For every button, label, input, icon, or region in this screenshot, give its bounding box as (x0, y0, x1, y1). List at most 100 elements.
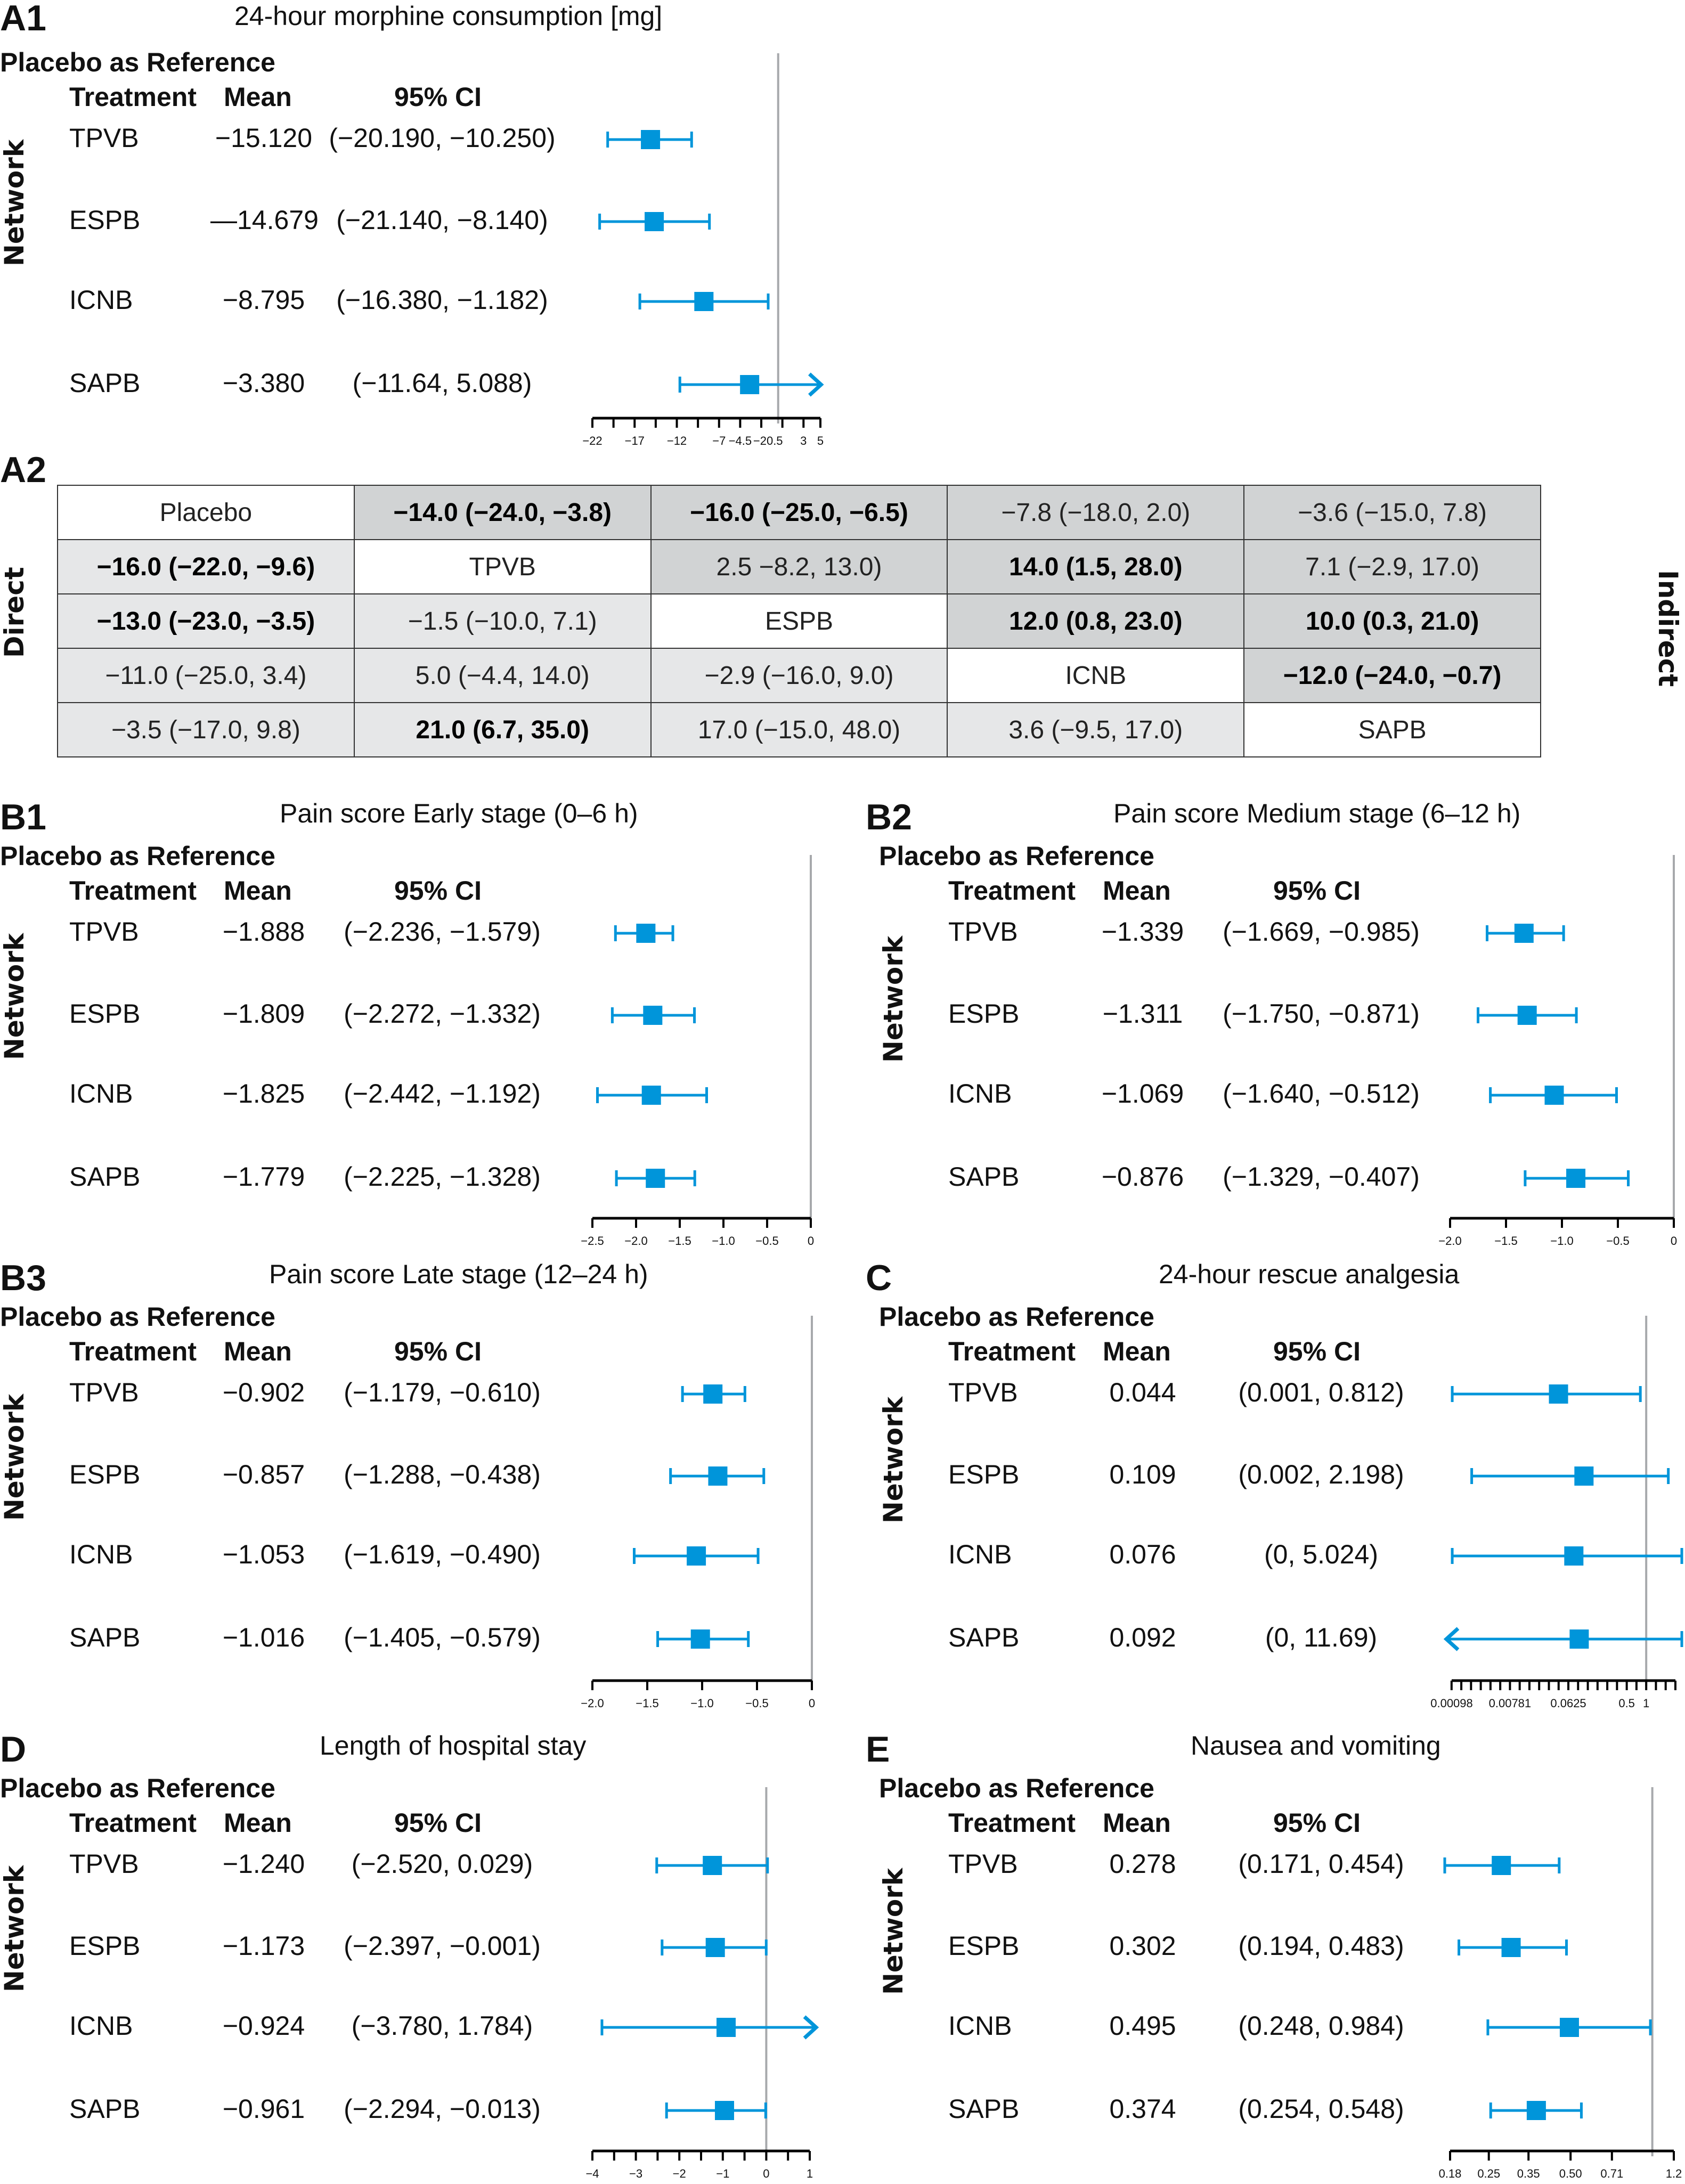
x-tick-label: −17 (625, 434, 645, 447)
forest-row-marker (632, 1546, 760, 1566)
point-estimate-marker (1544, 1086, 1564, 1105)
mean-value: −1.779 (222, 1162, 305, 1192)
panel-letter: B2 (866, 797, 912, 837)
treatment-name: ESPB (948, 1460, 1020, 1489)
ci-value: (−11.64, 5.088) (352, 368, 532, 398)
ci-value: (0.254, 0.548) (1238, 2094, 1404, 2124)
x-tick-label: −1.0 (1550, 1234, 1573, 1248)
mean-value: −1.311 (1102, 999, 1183, 1029)
mean-value: −0.924 (222, 2011, 305, 2041)
ci-value: (0.171, 0.454) (1238, 1849, 1404, 1879)
indirect-estimate-cell: −16.0 (−25.0, −6.5) (650, 485, 948, 540)
ci-value: (−1.179, −0.610) (344, 1378, 541, 1407)
point-estimate-marker (636, 924, 656, 943)
forest-plot: −2.0 −1.5 −1.0 −0.5 0 (1438, 855, 1677, 1248)
forest-row-marker (1489, 2101, 1583, 2120)
treatment-name-cell: TPVB (353, 539, 652, 594)
treatment-name: ICNB (69, 2011, 133, 2041)
treatment-name: ESPB (69, 999, 141, 1029)
chart-title: Pain score Early stage (0–6 h) (280, 798, 638, 828)
point-estimate-marker (1569, 1629, 1589, 1649)
forest-plot: −2.5 −2.0 −1.5 −1.0 −0.5 0 (581, 855, 814, 1248)
mean-value: 0.092 (1109, 1623, 1176, 1652)
column-header-ci: 95% CI (394, 876, 482, 906)
league-table: Placebo −14.0 (−24.0, −3.8) −16.0 (−25.0, … (57, 485, 1541, 757)
chart-title: 24-hour rescue analgesia (1159, 1259, 1460, 1289)
x-tick-label: −2.0 (624, 1234, 647, 1248)
reference-label: Placebo as Reference (0, 47, 275, 77)
panel-letter: A1 (0, 0, 46, 38)
point-estimate-marker (703, 1856, 722, 1875)
treatment-name: TPVB (948, 1378, 1018, 1407)
ci-value: (−1.669, −0.985) (1223, 917, 1420, 947)
mean-value: —14.679 (210, 205, 319, 235)
treatment-name: TPVB (69, 123, 139, 153)
forest-row-marker (681, 1384, 746, 1404)
arrow-right-icon (803, 2015, 819, 2040)
point-estimate-marker (705, 1938, 725, 1957)
ci-value: (0, 5.024) (1264, 1539, 1378, 1569)
treatment-name-cell: ICNB (947, 648, 1245, 703)
forest-row-marker (606, 130, 693, 149)
mean-value: −1.053 (222, 1539, 305, 1569)
mean-value: −0.961 (222, 2094, 305, 2124)
treatment-name: SAPB (948, 1162, 1020, 1192)
point-estimate-marker (717, 2018, 736, 2037)
direct-estimate-cell: 3.6 (−9.5, 17.0) (947, 702, 1245, 757)
column-header-treatment: Treatment (69, 876, 197, 906)
forest-row-marker (678, 372, 824, 397)
point-estimate-marker (1559, 2018, 1579, 2037)
indirect-estimate-cell: −12.0 (−24.0, −0.7) (1243, 648, 1541, 703)
forest-row-marker (669, 1466, 766, 1486)
ci-value: (−1.405, −0.579) (344, 1623, 541, 1652)
mean-value: −1.240 (222, 1849, 305, 1879)
x-tick-label: 1.2 (1666, 2167, 1682, 2180)
x-tick-label: 1 (1643, 1697, 1649, 1710)
treatment-name: SAPB (69, 1623, 141, 1652)
x-tick-label: 0 (809, 1697, 815, 1710)
mean-value: −1.809 (222, 999, 305, 1029)
ci-value: (−2.520, 0.029) (351, 1849, 533, 1879)
treatment-name: TPVB (69, 1849, 139, 1879)
point-estimate-marker (687, 1546, 706, 1566)
arrow-left-icon (1443, 1627, 1460, 1651)
column-header-mean: Mean (1103, 1337, 1171, 1366)
x-tick-label: −4.5 (729, 434, 752, 447)
x-tick-label: 0.50 (1559, 2167, 1582, 2180)
mean-value: −1.069 (1101, 1079, 1184, 1109)
chart-title: 24-hour morphine consumption [mg] (234, 1, 663, 31)
forest-row-marker (615, 1169, 696, 1188)
ci-value: (−2.442, −1.192) (344, 1079, 541, 1109)
mean-value: −0.876 (1101, 1162, 1184, 1192)
x-tick-label: −7 (712, 434, 726, 447)
treatment-name: SAPB (948, 2094, 1020, 2124)
panel-letter: C (866, 1258, 892, 1298)
forest-row-marker (638, 292, 770, 311)
x-tick-label: 3 (800, 434, 807, 447)
league-table-row: −3.5 (−17.0, 9.8) 21.0 (6.7, 35.0) 17.0 (−… (57, 702, 1541, 757)
column-header-ci: 95% CI (1273, 1337, 1361, 1366)
mean-value: −1.339 (1101, 917, 1184, 947)
x-tick-label: −2.0 (581, 1697, 604, 1710)
x-tick-label: 0 (763, 2167, 769, 2180)
mean-value: 0.495 (1109, 2011, 1176, 2041)
x-tick-label: 5 (817, 434, 824, 447)
column-header-mean: Mean (224, 82, 292, 112)
x-tick-label: 0.0625 (1550, 1697, 1586, 1710)
x-tick-label: −1 (716, 2167, 729, 2180)
indirect-axis-label: Indirect (1653, 570, 1683, 687)
column-header-ci: 95% CI (394, 82, 482, 112)
point-estimate-marker (646, 1169, 665, 1188)
forest-plot: 0.18 0.25 0.35 0.50 0.71 1.2 (1439, 1787, 1682, 2180)
forest-plot: −2.0 −1.5 −1.0 −0.5 0 (581, 1316, 815, 1710)
column-header-ci: 95% CI (394, 1808, 482, 1838)
direct-estimate-cell: −2.9 (−16.0, 9.0) (650, 648, 948, 703)
league-table-row: −13.0 (−23.0, −3.5) −1.5 (−10.0, 7.1) ESPB… (57, 593, 1541, 649)
ci-value: (−1.329, −0.407) (1223, 1162, 1420, 1192)
league-table-panel: A2 Placebo −14.0 (−24.0, −3.8) −16.0 (−25.… (0, 447, 1685, 767)
treatment-name: ICNB (69, 1079, 133, 1109)
reference-label: Placebo as Reference (879, 1302, 1154, 1332)
point-estimate-marker (694, 292, 714, 311)
reference-label: Placebo as Reference (0, 1302, 275, 1332)
forest-row-marker (1443, 1856, 1561, 1875)
